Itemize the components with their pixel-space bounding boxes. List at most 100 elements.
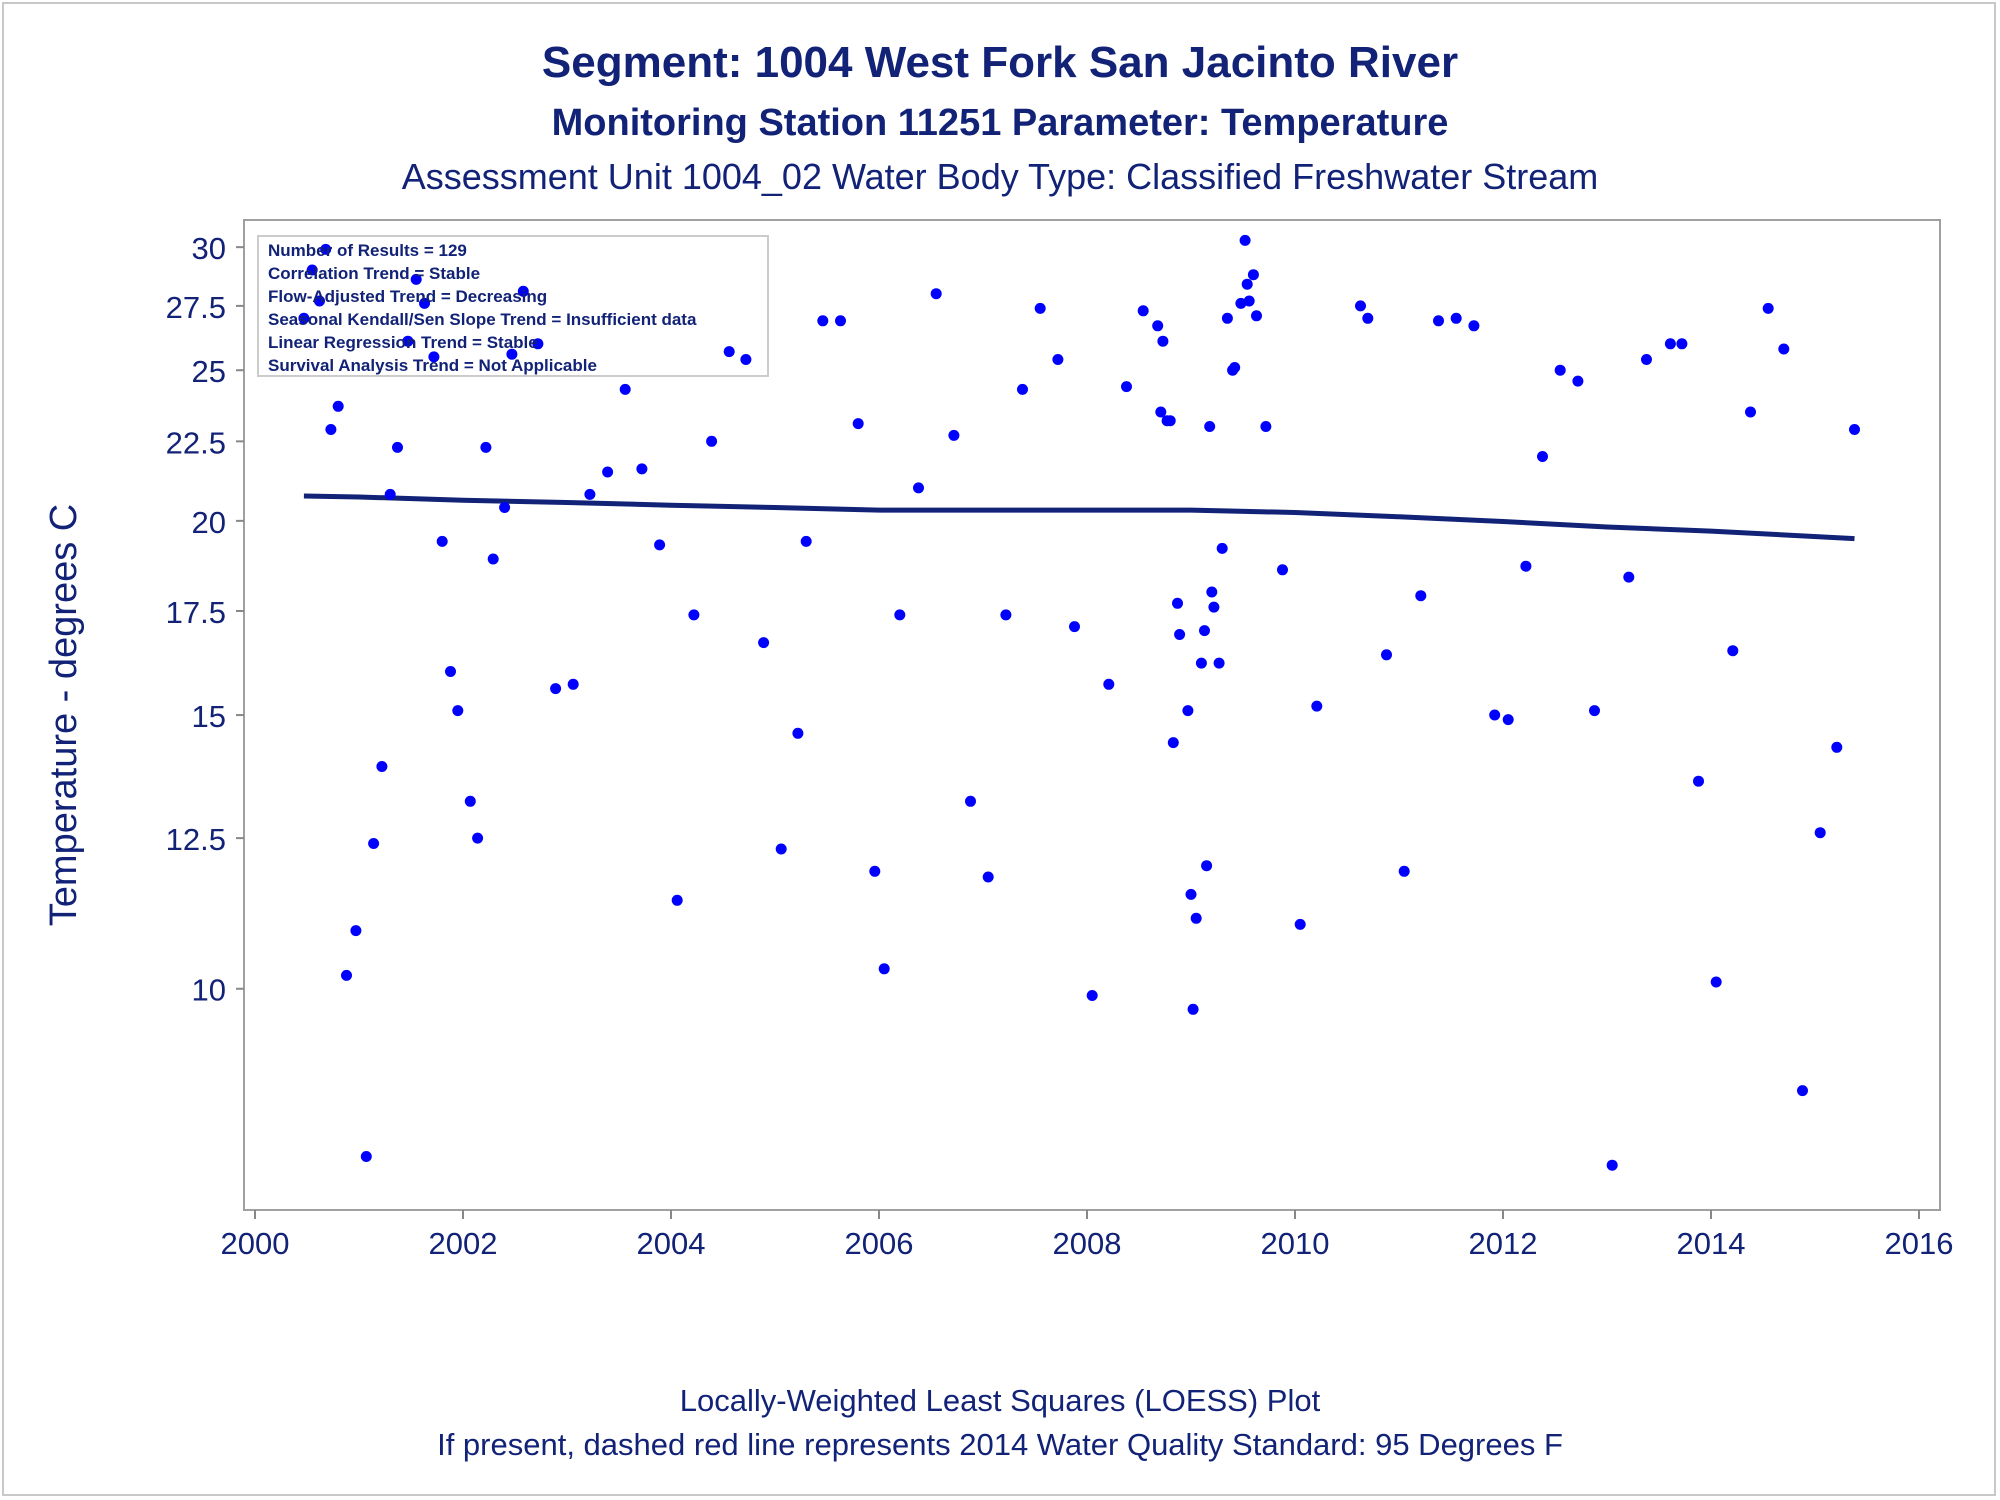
data-point xyxy=(1311,700,1323,712)
data-point xyxy=(1103,678,1115,690)
data-point xyxy=(1362,312,1374,324)
data-point xyxy=(1152,320,1164,332)
data-point xyxy=(1204,421,1216,432)
info-box: Number of Results = 129 Correlation Trend… xyxy=(257,235,769,377)
data-point xyxy=(532,338,544,350)
data-point xyxy=(758,637,770,649)
x-tick-label: 2010 xyxy=(1261,1226,1330,1261)
data-point xyxy=(948,429,960,441)
x-tick-label: 2008 xyxy=(1053,1226,1122,1261)
data-point xyxy=(636,463,648,475)
data-point xyxy=(584,488,596,500)
data-point xyxy=(1243,295,1255,307)
y-tick-label: 20 xyxy=(192,505,226,540)
data-point xyxy=(1849,424,1860,435)
data-point xyxy=(306,264,318,276)
data-point xyxy=(341,969,352,981)
data-point xyxy=(1201,860,1213,872)
data-point xyxy=(428,351,440,363)
data-point xyxy=(1221,312,1233,324)
data-point xyxy=(499,502,511,513)
data-point xyxy=(894,609,906,621)
data-point xyxy=(1797,1085,1808,1097)
data-point xyxy=(817,315,829,327)
data-point xyxy=(706,435,718,447)
data-point xyxy=(376,761,388,772)
y-tick-label: 30 xyxy=(192,231,226,266)
data-point xyxy=(445,666,456,677)
data-point xyxy=(1052,354,1064,365)
y-tick-label: 15 xyxy=(192,699,226,734)
data-point xyxy=(1450,312,1462,324)
info-box-border xyxy=(257,235,769,377)
data-point xyxy=(723,346,735,358)
data-point xyxy=(1182,705,1194,717)
data-point xyxy=(1187,1003,1199,1015)
x-axis: 2000 2002 2004 2006 2008 2010 2012 2014 2016 xyxy=(221,1210,1953,1261)
data-point xyxy=(1554,364,1566,376)
data-point xyxy=(1157,335,1169,347)
data-point xyxy=(654,539,666,551)
data-point xyxy=(1381,649,1392,661)
data-point xyxy=(1190,912,1202,924)
data-point xyxy=(1241,278,1253,290)
x-tick-label: 2002 xyxy=(429,1226,498,1261)
data-point xyxy=(1167,737,1179,749)
loess-line xyxy=(303,493,1855,542)
data-point xyxy=(1710,976,1722,988)
data-point xyxy=(1017,383,1028,395)
y-tick-label: 22.5 xyxy=(166,425,226,460)
footnote-standard: If present, dashed red line represents 2… xyxy=(437,1427,1563,1462)
data-point xyxy=(671,894,683,906)
y-tick-label: 12.5 xyxy=(166,822,226,857)
data-point xyxy=(567,678,579,690)
data-point xyxy=(1260,421,1272,432)
data-point xyxy=(740,354,752,365)
plot-area xyxy=(243,219,1941,1211)
data-point xyxy=(1520,560,1532,572)
data-point xyxy=(360,1151,372,1162)
data-point xyxy=(1294,918,1306,930)
data-point xyxy=(1468,320,1480,332)
data-point xyxy=(392,441,403,453)
data-point xyxy=(1213,657,1225,669)
data-point xyxy=(517,285,529,297)
data-point xyxy=(506,348,518,360)
data-point xyxy=(1172,597,1183,609)
info-box-line: Linear Regression Trend = Stable xyxy=(268,333,538,352)
data-point xyxy=(1000,609,1012,621)
data-point xyxy=(688,609,700,621)
data-point xyxy=(472,832,484,844)
data-point xyxy=(384,488,396,500)
data-point xyxy=(1415,590,1427,602)
data-point xyxy=(487,553,499,565)
data-point xyxy=(913,482,924,494)
data-point xyxy=(1814,827,1826,839)
data-point xyxy=(350,925,362,937)
data-point xyxy=(930,288,942,300)
data-point xyxy=(1762,302,1774,314)
loess-trend xyxy=(303,493,1855,542)
info-box-line: Seasonal Kendall/Sen Slope Trend = Insuf… xyxy=(268,310,697,329)
footnote-method: Locally-Weighted Least Squares (LOESS) P… xyxy=(679,1383,1321,1418)
data-point xyxy=(480,441,492,453)
data-point xyxy=(452,705,464,717)
data-point xyxy=(835,315,846,327)
data-point xyxy=(602,466,614,478)
data-point xyxy=(320,243,332,255)
data-point xyxy=(1206,586,1218,598)
data-point xyxy=(1727,645,1739,657)
data-point xyxy=(1229,362,1241,373)
data-point xyxy=(1069,621,1080,633)
data-point xyxy=(325,424,337,435)
data-point xyxy=(1208,601,1220,613)
x-tick-label: 2004 xyxy=(637,1226,706,1261)
data-point xyxy=(1355,300,1366,312)
data-point xyxy=(1572,375,1584,387)
data-point xyxy=(878,963,890,975)
data-point xyxy=(1086,990,1098,1001)
data-point xyxy=(800,535,812,547)
data-point xyxy=(965,795,976,807)
